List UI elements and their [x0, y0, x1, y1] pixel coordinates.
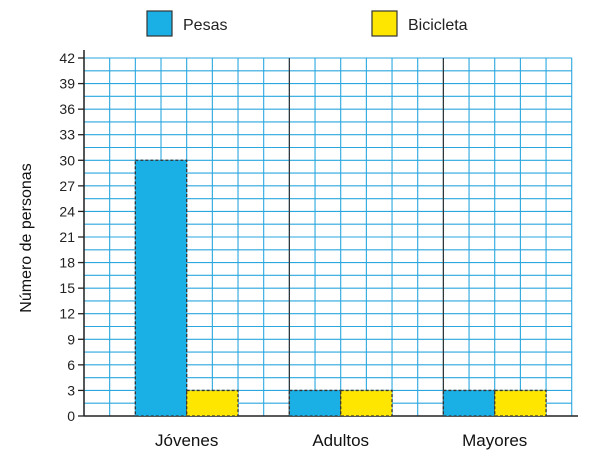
chart-legend: Pesas Bicicleta — [146, 10, 468, 37]
y-tick-label: 36 — [59, 101, 75, 117]
legend-label-pesas: Pesas — [183, 17, 227, 34]
category-label: Mayores — [462, 431, 527, 450]
category-labels: Jóvenes Adultos Mayores — [155, 431, 527, 450]
bar-bicicleta-1 — [340, 389, 393, 417]
y-tick-label: 27 — [59, 178, 75, 194]
bar-pesas-1 — [288, 389, 342, 417]
y-tick-label: 24 — [59, 203, 75, 219]
chart-bars — [134, 159, 547, 417]
legend-swatch-pesas — [146, 10, 173, 37]
y-tick-label: 42 — [59, 50, 75, 66]
y-tick-label: 6 — [67, 357, 75, 373]
y-tick-label: 12 — [59, 306, 75, 322]
bar-pesas-2 — [442, 389, 496, 417]
y-axis-title: Número de personas — [18, 163, 35, 312]
category-label: Adultos — [312, 431, 369, 450]
y-tick-label: 33 — [59, 127, 75, 143]
legend-label-bicicleta: Bicicleta — [408, 17, 468, 34]
bar-bicicleta-2 — [494, 389, 547, 417]
y-tick-label: 39 — [59, 76, 75, 92]
y-tick-label: 3 — [67, 382, 75, 398]
bar-pesas-0 — [134, 159, 188, 417]
y-tick-label: 0 — [67, 408, 75, 424]
legend-swatch-bicicleta — [371, 10, 398, 37]
category-label: Jóvenes — [155, 431, 218, 450]
y-tick-label: 15 — [59, 280, 75, 296]
y-tick-label: 9 — [67, 331, 75, 347]
y-tick-label: 30 — [59, 152, 75, 168]
bar-bicicleta-0 — [186, 389, 239, 417]
y-tick-label: 21 — [59, 229, 75, 245]
y-tick-label: 18 — [59, 255, 75, 271]
